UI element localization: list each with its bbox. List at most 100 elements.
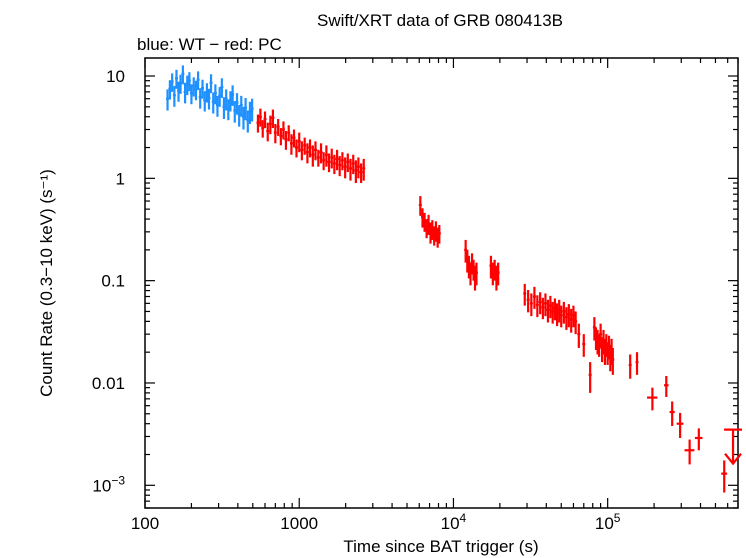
data-point	[474, 262, 478, 286]
data-point	[300, 141, 304, 161]
data-point	[721, 460, 728, 493]
data-point	[196, 71, 200, 91]
data-point	[228, 91, 232, 112]
data-point	[201, 79, 205, 99]
data-point	[281, 121, 285, 140]
data-point	[535, 295, 539, 318]
data-point	[551, 301, 555, 324]
data-point	[311, 145, 315, 167]
data-point	[324, 145, 328, 167]
data-point	[354, 160, 358, 184]
chart-title: Swift/XRT data of GRB 080413B	[317, 11, 563, 30]
data-point	[338, 156, 342, 177]
data-point	[185, 75, 189, 96]
data-point	[330, 148, 334, 169]
data-point	[684, 439, 695, 465]
data-point	[647, 387, 658, 411]
data-point	[676, 412, 684, 438]
data-point	[279, 128, 283, 146]
data-point	[248, 101, 252, 124]
data-point	[211, 92, 215, 114]
data-point	[239, 95, 243, 117]
data-point	[203, 91, 207, 112]
data-point	[305, 143, 309, 164]
data-point	[266, 122, 270, 142]
data-point	[261, 120, 265, 138]
data-point	[523, 283, 527, 306]
data-point	[174, 69, 178, 89]
y-tick-label: 0.01	[92, 374, 125, 393]
data-point	[529, 293, 533, 317]
y-tick-label: 10	[106, 67, 125, 86]
data-point	[231, 85, 235, 106]
data-point	[611, 347, 615, 375]
data-point	[562, 301, 566, 324]
data-point	[543, 293, 547, 317]
data-point	[250, 98, 254, 122]
data-point	[628, 354, 632, 379]
data-point	[351, 154, 355, 175]
data-point	[332, 154, 336, 175]
y-tick-labels: 10 1 0.1 0.01 10−3	[92, 67, 125, 495]
data-point	[526, 290, 530, 313]
data-point	[179, 74, 183, 94]
data-point	[215, 95, 219, 117]
y-tick-label: 10−3	[92, 473, 125, 495]
data-point	[222, 97, 226, 120]
plot-frame	[144, 57, 739, 509]
data-point	[294, 139, 298, 158]
data-point	[273, 123, 277, 144]
data-point	[246, 110, 250, 133]
data-point	[271, 109, 275, 129]
data-point	[669, 401, 675, 426]
x-tick-label: 105	[595, 511, 621, 533]
data-point	[574, 311, 578, 335]
data-point	[571, 305, 575, 328]
data-point	[192, 77, 196, 97]
data-point	[213, 84, 217, 105]
data-point	[170, 73, 174, 92]
data-point	[187, 72, 191, 92]
data-point	[172, 85, 176, 107]
data-point	[183, 82, 187, 104]
data-point	[327, 153, 331, 173]
data-point	[541, 297, 545, 320]
data-points	[166, 65, 743, 493]
data-point	[308, 139, 312, 158]
data-point	[166, 89, 170, 111]
data-point	[569, 308, 573, 333]
data-point	[218, 87, 222, 107]
data-point	[496, 262, 500, 286]
data-point	[348, 158, 352, 181]
data-point	[303, 137, 307, 155]
data-point	[313, 141, 317, 161]
x-tick-label: 1000	[280, 514, 318, 533]
data-point	[588, 362, 592, 393]
data-point	[322, 152, 326, 171]
x-axis-label: Time since BAT trigger (s)	[343, 537, 538, 556]
data-point	[287, 125, 291, 142]
data-point	[235, 93, 239, 115]
data-point	[189, 84, 193, 105]
data-point	[268, 115, 272, 135]
data-point	[567, 304, 571, 328]
data-point	[319, 143, 323, 164]
data-point	[555, 303, 559, 327]
data-point	[532, 286, 536, 309]
data-point	[335, 149, 339, 171]
data-point	[356, 157, 360, 179]
data-point	[256, 114, 260, 133]
chart-subtitle: blue: WT − red: PC	[137, 35, 282, 54]
data-point	[292, 129, 296, 148]
data-point	[198, 88, 202, 109]
data-point	[359, 163, 363, 184]
data-point	[418, 196, 422, 216]
data-point	[564, 307, 568, 330]
data-point	[538, 292, 542, 315]
data-point	[346, 153, 350, 173]
data-point	[220, 78, 224, 98]
data-point	[635, 352, 639, 375]
data-point	[548, 295, 552, 319]
data-point	[244, 97, 248, 121]
